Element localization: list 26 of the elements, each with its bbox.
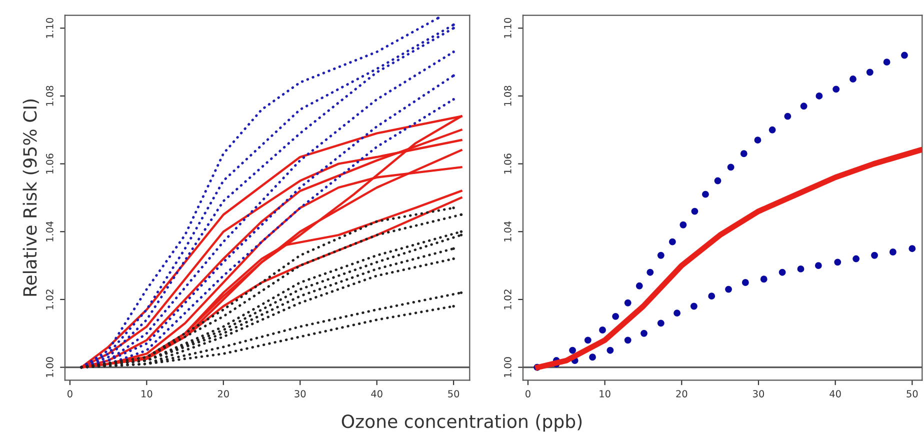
- x-tick-label: 50: [448, 390, 460, 398]
- y-tick-label: 1.02: [504, 290, 512, 310]
- x-tick-label: 40: [830, 390, 841, 398]
- x-tick-label: 20: [676, 390, 688, 398]
- x-axis-title: Ozone concentration (ppb): [342, 414, 582, 432]
- y-tick-label: 1.06: [46, 154, 54, 174]
- x-tick-label: 40: [371, 390, 382, 398]
- y-tick-label: 1.04: [46, 221, 54, 242]
- x-tick-label: 0: [526, 390, 530, 398]
- x-tick-label: 20: [218, 390, 229, 398]
- y-tick-label: 1.04: [504, 221, 512, 242]
- y-tick-label: 1.10: [46, 18, 54, 38]
- x-tick-label: 10: [600, 390, 610, 398]
- x-tick-label: 30: [294, 390, 306, 398]
- x-tick-label: 0: [67, 390, 72, 398]
- y-tick-label: 1.00: [46, 357, 54, 378]
- y-axis-title: Relative Risk (95% CI): [22, 99, 39, 296]
- x-tick-label: 50: [906, 390, 918, 398]
- y-tick-label: 1.10: [504, 18, 512, 38]
- y-tick-label: 1.02: [46, 290, 54, 310]
- x-tick-label: 30: [753, 390, 764, 398]
- x-tick-label: 10: [142, 390, 152, 398]
- y-tick-label: 1.00: [504, 357, 512, 378]
- y-tick-label: 1.08: [46, 86, 54, 106]
- y-tick-label: 1.08: [504, 86, 512, 106]
- y-tick-label: 1.06: [504, 154, 512, 174]
